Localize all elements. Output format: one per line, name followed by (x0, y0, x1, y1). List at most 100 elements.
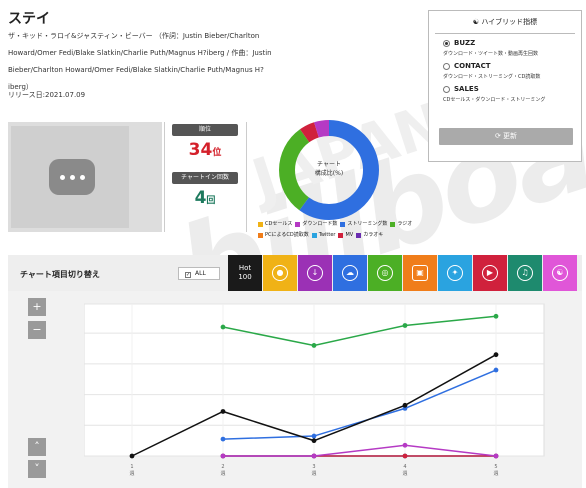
chart-toolbar: チャート項目切り替え ✓ ALL Hot 100 ● ↓ ☁ ◎ ▣ ✦ ▶ ♫ ☯ (8, 255, 582, 291)
hybrid-desc: ダウンロード・ストリーミング・CD読取数 (443, 74, 541, 80)
radio-sales[interactable] (443, 85, 450, 93)
series-point-ダウンロード[interactable] (311, 453, 317, 459)
zoom-out-icon[interactable]: − (28, 321, 46, 339)
series-line-ダウンロード (223, 444, 497, 457)
check-icon: ✓ (185, 272, 191, 278)
cloud-icon: ☁ (342, 265, 358, 281)
x-tick-label: 5 (494, 464, 497, 470)
legend-item: Twitter (311, 231, 336, 240)
divider (164, 122, 165, 232)
legend-item: PCによるCD読取数 (258, 231, 309, 240)
divider (246, 122, 247, 232)
chartin-box: チャートイン回数 4回 (172, 172, 238, 208)
legend-label: Twitter (318, 232, 336, 238)
release-date: リリース日:2021.07.09 (8, 91, 86, 99)
legend-swatch (390, 222, 396, 227)
chartin-label: チャートイン回数 (172, 172, 238, 184)
legend-label: ダウンロード数 (302, 221, 338, 227)
series-point-Hot 100[interactable] (220, 409, 226, 414)
category-button-radio[interactable]: ◎ (368, 255, 402, 291)
series-line-ラジオ (222, 315, 497, 347)
x-tick-label: 1 (130, 464, 133, 470)
radio-buzz[interactable] (443, 39, 450, 47)
series-point-ストリーミング[interactable] (311, 433, 317, 439)
series-point-ダウンロード[interactable] (220, 453, 226, 459)
hybrid-option-contact[interactable]: CONTACT ダウンロード・ストリーミング・CD読取数 (443, 62, 581, 80)
series-point-ラジオ[interactable] (311, 343, 317, 348)
composition-donut (279, 120, 379, 220)
donut-legend: CDセールス ダウンロード数 ストリーミング数 ラジオ PCによるCD読取数 Twitte… (258, 220, 426, 242)
series-point-ストリーミング[interactable] (493, 367, 499, 373)
legend-label: MV (345, 232, 354, 238)
hybrid-option-sales[interactable]: SALES CDセールス・ダウンロード・ストリーミング (443, 85, 581, 103)
radio-icon: ◎ (377, 265, 393, 281)
category-button-streaming[interactable]: ☁ (333, 255, 367, 291)
scroll-down-icon[interactable]: ˅ (28, 460, 46, 478)
category-button-cd-sales[interactable]: ● (263, 255, 297, 291)
hybrid-icon: ☯ (552, 265, 568, 281)
all-toggle[interactable]: ✓ ALL (178, 267, 220, 280)
legend-item: ラジオ (390, 220, 412, 229)
scroll-up-icon[interactable]: ˄ (28, 438, 46, 456)
x-tick-label: 4 (403, 464, 406, 470)
legend-item: カラオキ (356, 231, 383, 240)
category-button-pc-cd-read[interactable]: ▣ (403, 255, 437, 291)
video-thumbnail[interactable] (8, 122, 162, 232)
category-button-twitter[interactable]: ✦ (438, 255, 472, 291)
series-point-ストリーミング[interactable] (220, 436, 226, 442)
twitter-icon: ✦ (447, 265, 463, 281)
category-button-hot100[interactable]: Hot 100 (228, 255, 262, 291)
donut-center-label: チャート 構成比(%) (277, 160, 381, 178)
category-button-download[interactable]: ↓ (298, 255, 332, 291)
x-tick-label: 週 (129, 470, 134, 477)
series-point-ダウンロード[interactable] (493, 453, 499, 459)
legend-item: CDセールス (258, 220, 292, 229)
x-tick-label: 週 (311, 470, 316, 477)
series-point-Hot 100[interactable] (493, 352, 499, 358)
series-point-Hot 100[interactable] (129, 453, 135, 459)
hybrid-desc: CDセールス・ダウンロード・ストリーミング (443, 97, 546, 103)
play-icon: ▶ (482, 265, 498, 281)
hybrid-panel: ☯ ハイブリッド指標 BUZZ ダウンロード・ツイート数・動画再生回数 CONT… (428, 10, 582, 162)
donut-label-line2: 構成比(%) (314, 170, 344, 177)
x-tick-label: 3 (312, 464, 315, 470)
legend-label: カラオキ (363, 232, 384, 238)
legend-swatch (258, 233, 263, 238)
x-tick-label: 週 (402, 470, 407, 477)
chartin-value: 4回 (194, 188, 216, 208)
legend-label: CDセールス (265, 221, 293, 227)
zoom-in-icon[interactable]: + (28, 298, 46, 316)
video-placeholder (11, 126, 129, 228)
download-icon: ↓ (307, 265, 323, 281)
disc-icon: ● (272, 265, 288, 281)
toolbar-title: チャート項目切り替え (20, 270, 100, 279)
series-point-MV[interactable] (402, 453, 408, 459)
legend-item: MV (338, 231, 353, 240)
series-point-Hot 100[interactable] (311, 438, 317, 444)
series-point-ラジオ[interactable] (220, 324, 226, 330)
category-button-mv[interactable]: ▶ (473, 255, 507, 291)
legend-swatch (356, 233, 362, 238)
x-tick-label: 週 (493, 470, 498, 477)
category-button-karaoke[interactable]: ♫ (508, 255, 542, 291)
song-title: ステイ (8, 11, 50, 27)
legend-item: ダウンロード数 (295, 220, 337, 229)
donut-segment-ラジオ (279, 120, 379, 220)
series-point-ダウンロード[interactable] (402, 442, 408, 448)
series-point-ラジオ[interactable] (493, 313, 499, 319)
series-point-ラジオ[interactable] (402, 323, 408, 328)
x-tick-label: 週 (220, 470, 225, 477)
legend-swatch (340, 222, 346, 227)
category-button-hybrid[interactable]: ☯ (543, 255, 577, 291)
update-button[interactable]: ⟳ 更新 (439, 128, 573, 145)
series-point-Hot 100[interactable] (402, 402, 408, 408)
legend-swatch (338, 233, 344, 238)
legend-item: ストリーミング数 (340, 220, 387, 229)
hybrid-desc: ダウンロード・ツイート数・動画再生回数 (443, 51, 539, 57)
mic-icon: ♫ (517, 265, 533, 281)
song-credits: ザ・キッド・ラロイ&ジャスティン・ビーバー （作詞：Justin Bieber/… (8, 32, 272, 91)
hybrid-option-buzz[interactable]: BUZZ ダウンロード・ツイート数・動画再生回数 (443, 39, 581, 57)
more-icon[interactable] (49, 159, 95, 195)
radio-contact[interactable] (443, 62, 450, 70)
